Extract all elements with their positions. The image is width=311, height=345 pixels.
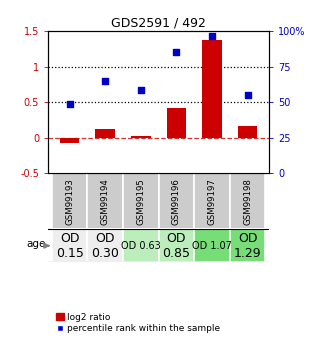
Text: age: age (26, 239, 45, 249)
Bar (159, 173, 194, 229)
Point (174, 50, 179, 55)
Bar (123, 229, 159, 262)
Point (103, 78, 108, 83)
Text: OD
1.29: OD 1.29 (234, 232, 262, 260)
Bar (123, 173, 159, 229)
Point (210, 33, 215, 39)
Text: GSM99197: GSM99197 (207, 178, 216, 225)
Bar (238, 126, 258, 138)
Text: OD
0.85: OD 0.85 (162, 232, 190, 260)
Bar (194, 173, 230, 229)
Text: GSM99198: GSM99198 (243, 178, 252, 225)
Text: GSM99193: GSM99193 (65, 178, 74, 225)
Bar (52, 173, 87, 229)
Legend: log2 ratio, percentile rank within the sample: log2 ratio, percentile rank within the s… (53, 309, 224, 337)
Bar (52, 229, 87, 262)
Point (67, 101, 72, 107)
Text: OD
0.30: OD 0.30 (91, 232, 119, 260)
Bar (202, 40, 222, 138)
Bar (131, 136, 151, 138)
Text: OD 1.07: OD 1.07 (192, 241, 232, 251)
Text: GSM99194: GSM99194 (101, 178, 110, 225)
Title: GDS2591 / 492: GDS2591 / 492 (111, 17, 206, 30)
Text: OD
0.15: OD 0.15 (56, 232, 84, 260)
Bar (87, 173, 123, 229)
Bar (95, 129, 115, 138)
Bar (167, 108, 186, 138)
Bar (194, 229, 230, 262)
Text: GSM99195: GSM99195 (136, 178, 145, 225)
Bar (159, 229, 194, 262)
Bar (60, 138, 79, 144)
Text: OD 0.63: OD 0.63 (121, 241, 161, 251)
Point (138, 87, 143, 93)
Text: GSM99196: GSM99196 (172, 178, 181, 225)
Bar (230, 229, 266, 262)
Point (245, 92, 250, 98)
Bar (87, 229, 123, 262)
Bar (230, 173, 266, 229)
